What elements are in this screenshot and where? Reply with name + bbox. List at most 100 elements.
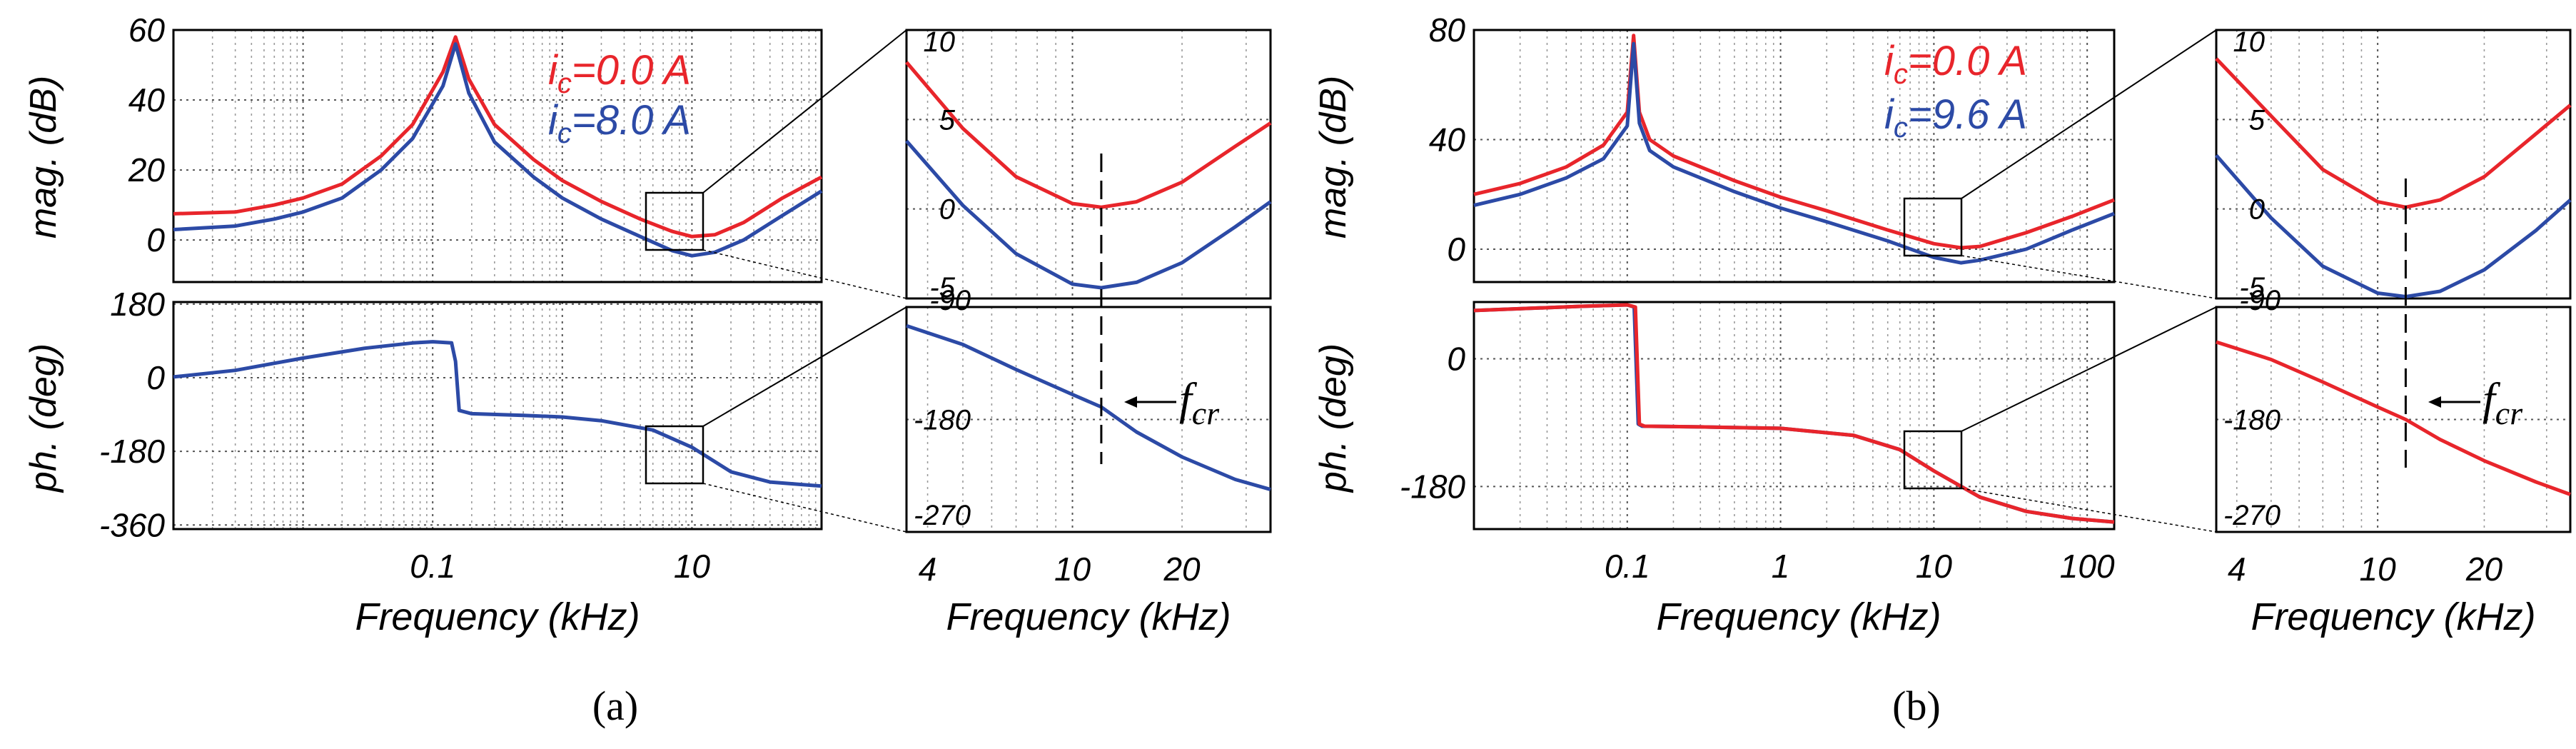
xtick-label: 10 — [1916, 548, 1953, 585]
ytick-label: 0 — [939, 194, 955, 226]
b-mag-chart: 80 40 0 mag. (dB) ic=0.0 A ic=9.6 A — [1313, 11, 2116, 283]
a-mag-ylabel: mag. (dB) — [23, 76, 64, 238]
b-legend: ic=0.0 A ic=9.6 A — [1884, 38, 2027, 144]
ytick-label: 0 — [1447, 341, 1465, 378]
ytick-label: 10 — [924, 26, 956, 58]
xtick-label: 4 — [919, 551, 937, 588]
a-zoom-phase-chart: -90 -180 -270 4 10 20 Frequency (kHz) — [905, 285, 1272, 638]
b-legend-0: ic=0.0 A — [1884, 38, 2027, 90]
ytick-label: -5 — [2239, 272, 2265, 303]
a-legend: ic=0.0 A ic=8.0 A — [548, 47, 691, 149]
a-zoom-xlabel: Frequency (kHz) — [946, 595, 1231, 638]
series-line-red — [173, 35, 823, 238]
b-connector — [1961, 29, 2217, 199]
a-fcr-label: fcr — [1179, 373, 1220, 431]
a-connector — [702, 29, 907, 193]
b-zoom-phase-chart: -90 -180 -270 4 10 20 Frequency (kHz) — [2215, 285, 2572, 638]
a-legend-1-sub: c — [557, 118, 572, 149]
xtick-label: 10 — [1054, 551, 1091, 588]
b-legend-1-i: i — [1884, 91, 1895, 138]
ytick-label: 40 — [1429, 121, 1466, 158]
series-line-blue — [1473, 41, 2115, 265]
a-zoom-mag-chart: 10 5 0 -5 — [905, 26, 1272, 303]
a-legend-0-sub: c — [557, 68, 572, 99]
ytick-label: -360 — [99, 506, 165, 543]
caption-b: (b) — [1892, 683, 1941, 729]
a-legend-1-i: i — [548, 97, 559, 144]
a-connector — [702, 483, 907, 533]
ytick-label: 5 — [939, 104, 956, 136]
ytick-label: -90 — [929, 285, 971, 316]
xtick-label: 10 — [674, 548, 711, 585]
series-line-blue — [173, 42, 823, 258]
ytick-label: 5 — [2249, 104, 2266, 136]
ytick-label: -180 — [99, 433, 165, 470]
a-connector — [702, 249, 907, 299]
b-zoom-box-mag — [1903, 197, 1963, 257]
ytick-label: 60 — [128, 11, 166, 49]
b-legend-0-text: =0.0 A — [1908, 38, 2027, 84]
ytick-label: -180 — [1400, 468, 1465, 505]
b-connector — [1961, 255, 2217, 299]
series-line-blue — [2215, 154, 2572, 298]
ytick-label: -90 — [2239, 285, 2280, 316]
b-fcr-label: fcr — [2482, 373, 2523, 431]
ytick-label: -5 — [929, 272, 955, 303]
ytick-label: 180 — [110, 286, 165, 323]
series-line-blue — [905, 139, 1272, 290]
b-legend-1-sub: c — [1894, 112, 1908, 144]
series-line-red — [2215, 57, 2572, 209]
ytick-label: -270 — [2223, 500, 2280, 531]
ytick-label: 40 — [128, 81, 166, 119]
ytick-label: -180 — [914, 405, 971, 436]
b-mag-ylabel: mag. (dB) — [1313, 76, 1354, 238]
ytick-label: -270 — [914, 500, 971, 531]
ytick-label: 0 — [1447, 231, 1465, 268]
a-legend-0: ic=0.0 A — [548, 47, 691, 99]
xtick-label: 0.1 — [410, 548, 455, 585]
series-line-red — [905, 61, 1272, 209]
ytick-label: 0 — [146, 359, 165, 396]
b-legend-1-text: =9.6 A — [1908, 91, 2027, 138]
xtick-label: 10 — [2360, 551, 2397, 588]
a-mag-chart: 60 40 20 0 mag. (dB) ic=0.0 A ic=8.0 A — [23, 11, 823, 283]
b-connector — [1961, 488, 2217, 533]
b-fcr-sub: cr — [2495, 395, 2523, 431]
a-zoom-box-phase — [645, 425, 704, 485]
ytick-label: 10 — [2233, 26, 2266, 58]
a-legend-0-text: =0.0 A — [572, 47, 691, 94]
a-fcr-arrow — [1124, 396, 1176, 408]
b-zoom-xlabel: Frequency (kHz) — [2251, 595, 2535, 638]
xtick-label: 20 — [1163, 551, 1201, 588]
ytick-label: 20 — [128, 151, 166, 188]
ytick-label: 80 — [1429, 11, 1466, 49]
b-phase-chart: 0 -180 0.1 1 10 100 ph. (deg) Frequency (kHz… — [1313, 301, 2116, 638]
a-legend-1-text: =8.0 A — [572, 97, 691, 144]
xtick-label: 4 — [2228, 551, 2246, 588]
ytick-label: 0 — [2249, 194, 2265, 226]
b-fcr-arrow — [2428, 396, 2480, 408]
a-zoom-box-mag — [645, 191, 704, 251]
xtick-label: 100 — [2060, 548, 2115, 585]
b-zoom-mag-chart: 10 5 0 -5 — [2215, 26, 2572, 303]
a-connector — [702, 306, 907, 427]
ytick-label: 0 — [146, 221, 165, 258]
b-zoom-box-phase — [1903, 430, 1963, 490]
ytick-label: -180 — [2223, 405, 2280, 436]
b-phase-ylabel: ph. (deg) — [1313, 343, 1354, 493]
series-line-red — [1473, 34, 2115, 250]
xtick-label: 20 — [2465, 551, 2503, 588]
b-connector — [1961, 306, 2217, 432]
a-xlabel: Frequency (kHz) — [355, 595, 640, 638]
b-xlabel: Frequency (kHz) — [1656, 595, 1941, 638]
b-legend-0-i: i — [1884, 38, 1895, 84]
a-legend-0-i: i — [548, 47, 559, 94]
a-phase-ylabel: ph. (deg) — [23, 343, 64, 493]
series-line-red — [2216, 340, 2571, 496]
b-legend-0-sub: c — [1894, 59, 1908, 90]
series-line-red — [1473, 303, 2115, 524]
a-fcr-sub: cr — [1192, 395, 1220, 431]
